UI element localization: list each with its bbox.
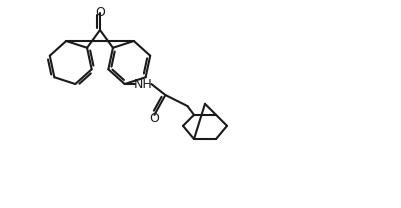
Text: O: O <box>95 6 105 20</box>
Text: O: O <box>149 112 159 125</box>
Text: NH: NH <box>134 78 152 90</box>
